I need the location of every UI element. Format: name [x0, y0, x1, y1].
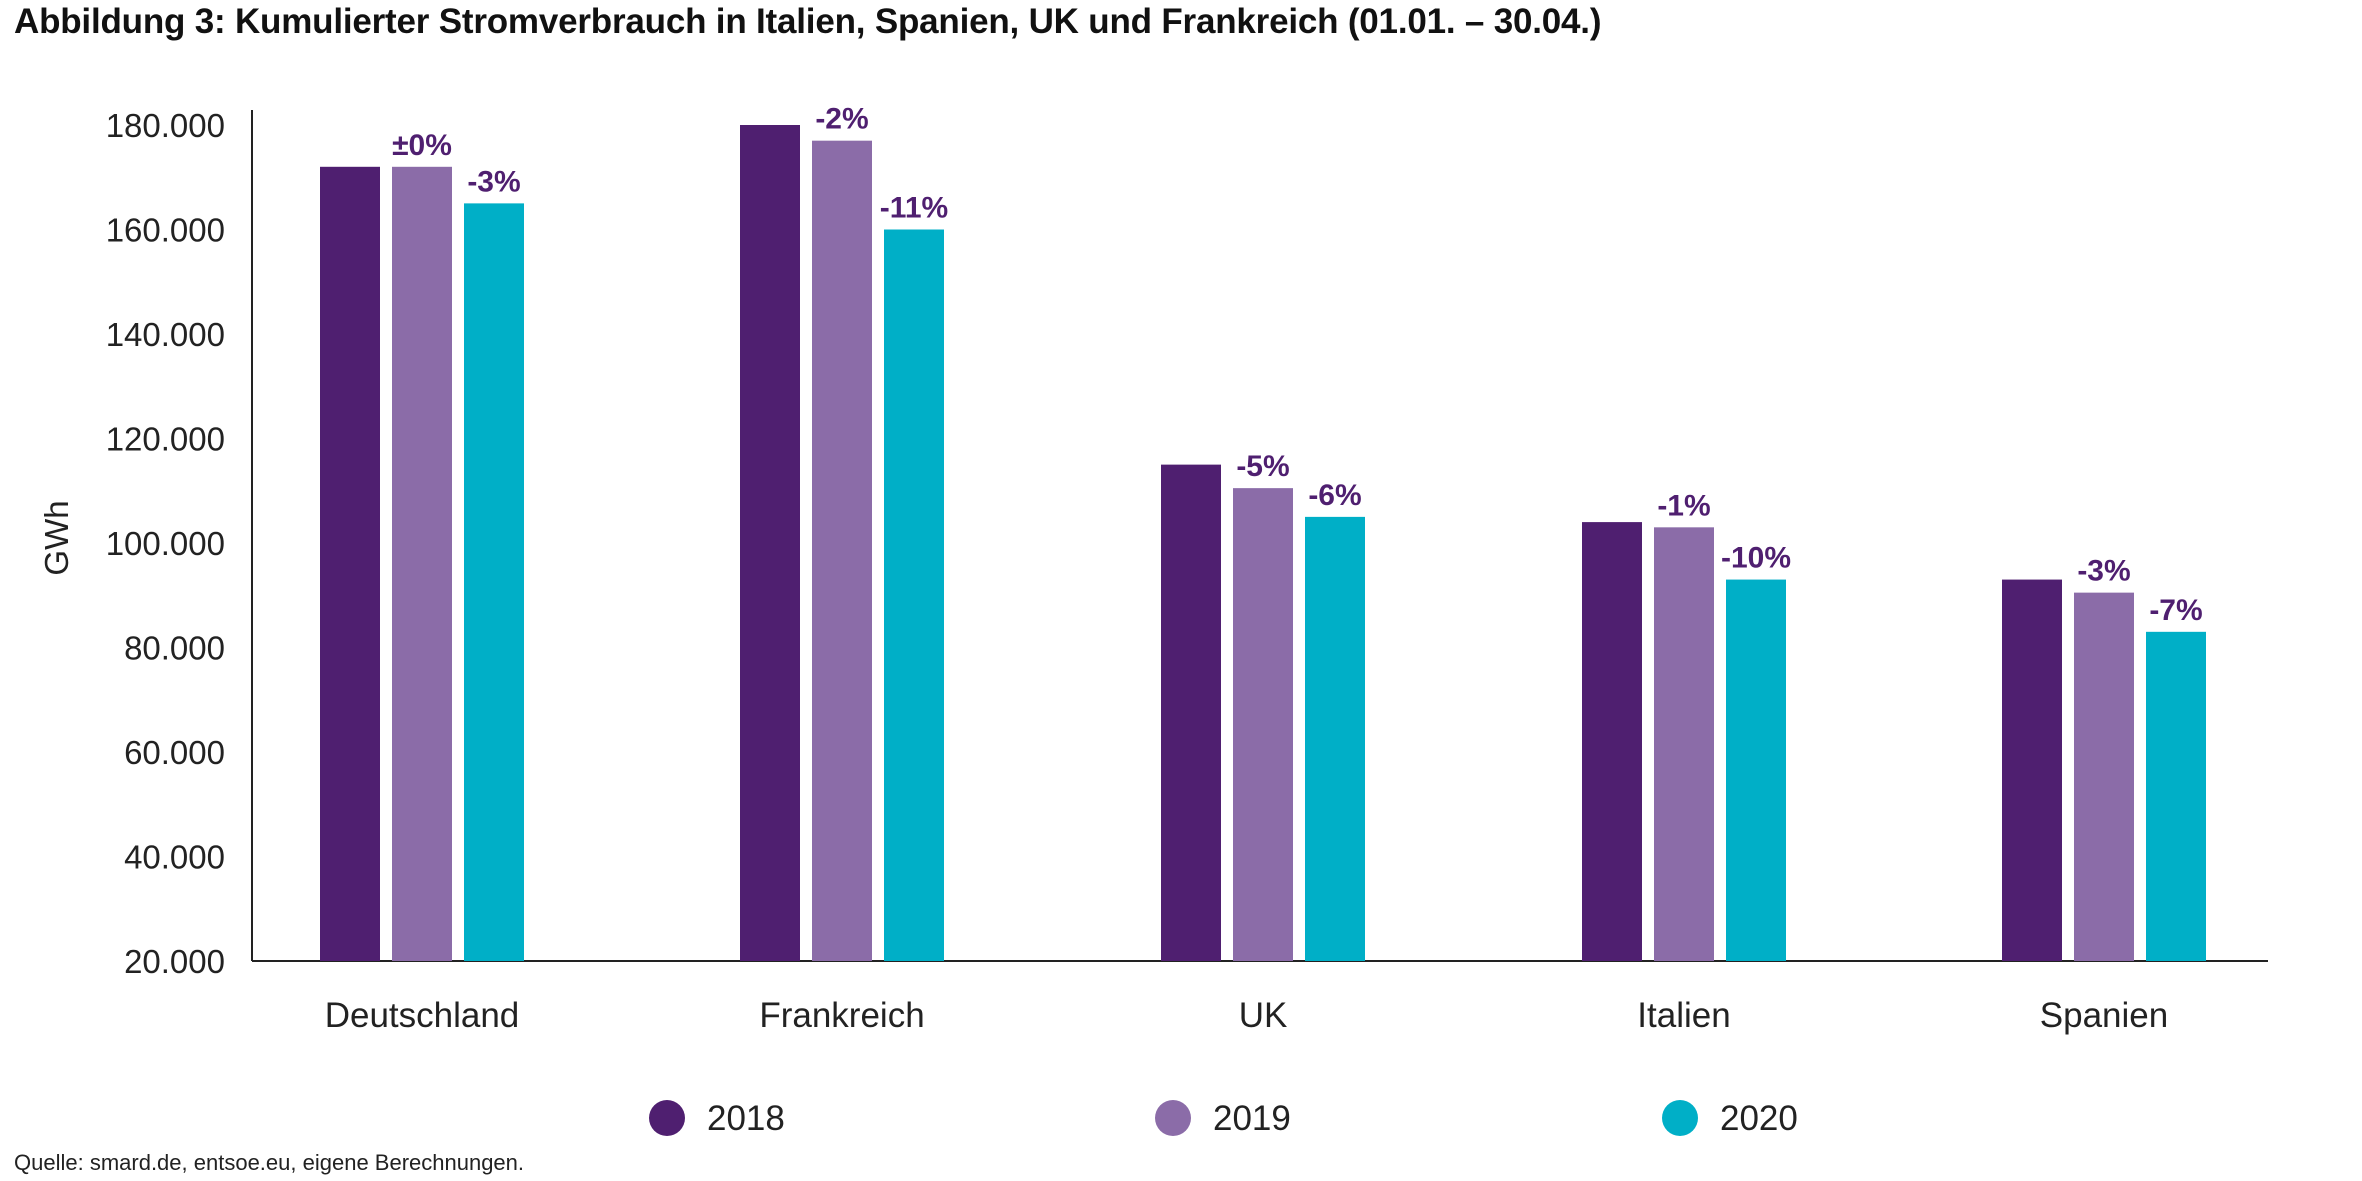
bar-2018: [740, 125, 800, 961]
bar-2018: [2002, 579, 2062, 961]
bars: ±0% -3% -2% -11% -5% -6% -1% -10% -3% -7%: [320, 103, 2206, 962]
x-tick-label: Frankreich: [759, 996, 924, 1035]
bar-2020: [464, 203, 524, 961]
source-note: Quelle: smard.de, entsoe.eu, eigene Bere…: [14, 1150, 525, 1175]
bar-2020: [2146, 631, 2206, 961]
bar-2020: [1305, 516, 1365, 961]
bar-group: -3% -7%: [2002, 555, 2206, 961]
y-tick-label: 120.000: [106, 421, 225, 458]
y-tick-label: 40.000: [124, 839, 225, 876]
data-label: -3%: [2077, 555, 2130, 588]
legend: 2018 2019 2020: [649, 1099, 1798, 1138]
bar-2019: [2074, 592, 2134, 961]
legend-marker: [649, 1100, 685, 1136]
bar-2019: [392, 166, 452, 962]
x-axis: Deutschland Frankreich UK Italien Spanien: [252, 960, 2268, 1035]
bar-2020: [884, 229, 944, 961]
y-tick-label: 60.000: [124, 734, 225, 771]
x-tick-label: Italien: [1637, 996, 1730, 1035]
legend-marker: [1155, 1100, 1191, 1136]
y-tick-label: 80.000: [124, 630, 225, 667]
bar-2018: [320, 166, 380, 962]
y-tick-label: 140.000: [106, 316, 225, 353]
bar-2019: [1654, 527, 1714, 961]
data-label: -10%: [1721, 542, 1791, 575]
bar-group: -2% -11%: [740, 103, 948, 962]
bar-group: -5% -6%: [1161, 450, 1365, 961]
y-axis-label: GWh: [38, 500, 75, 575]
data-label: -11%: [880, 192, 948, 225]
y-tick-label: 20.000: [124, 943, 225, 980]
y-tick-label: 100.000: [106, 525, 225, 562]
data-label: -3%: [467, 165, 520, 198]
data-label: ±0%: [392, 129, 452, 162]
y-axis: 20.000 40.000 60.000 80.000 100.000 120.000 14…: [38, 107, 253, 980]
legend-label: 2020: [1720, 1099, 1798, 1138]
bar-group: -1% -10%: [1582, 489, 1791, 961]
y-tick-label: 180.000: [106, 107, 225, 144]
data-label: -7%: [2149, 594, 2202, 627]
legend-label: 2018: [707, 1099, 785, 1138]
bar-2018: [1161, 464, 1221, 961]
bar-2020: [1726, 579, 1786, 961]
bar-2019: [1233, 488, 1293, 961]
data-label: -1%: [1657, 489, 1710, 522]
legend-label: 2019: [1213, 1099, 1291, 1138]
bar-group: ±0% -3%: [320, 129, 524, 962]
bar-2018: [1582, 522, 1642, 961]
data-label: -5%: [1236, 450, 1289, 483]
x-tick-label: Deutschland: [325, 996, 520, 1035]
bar-2019: [812, 140, 872, 962]
data-label: -2%: [815, 103, 868, 136]
x-tick-label: Spanien: [2040, 996, 2168, 1035]
chart-title: Abbildung 3: Kumulierter Stromverbrauch …: [14, 2, 1602, 41]
y-tick-label: 160.000: [106, 212, 225, 249]
x-tick-label: UK: [1239, 996, 1288, 1035]
legend-marker: [1662, 1100, 1698, 1136]
data-label: -6%: [1308, 479, 1361, 512]
